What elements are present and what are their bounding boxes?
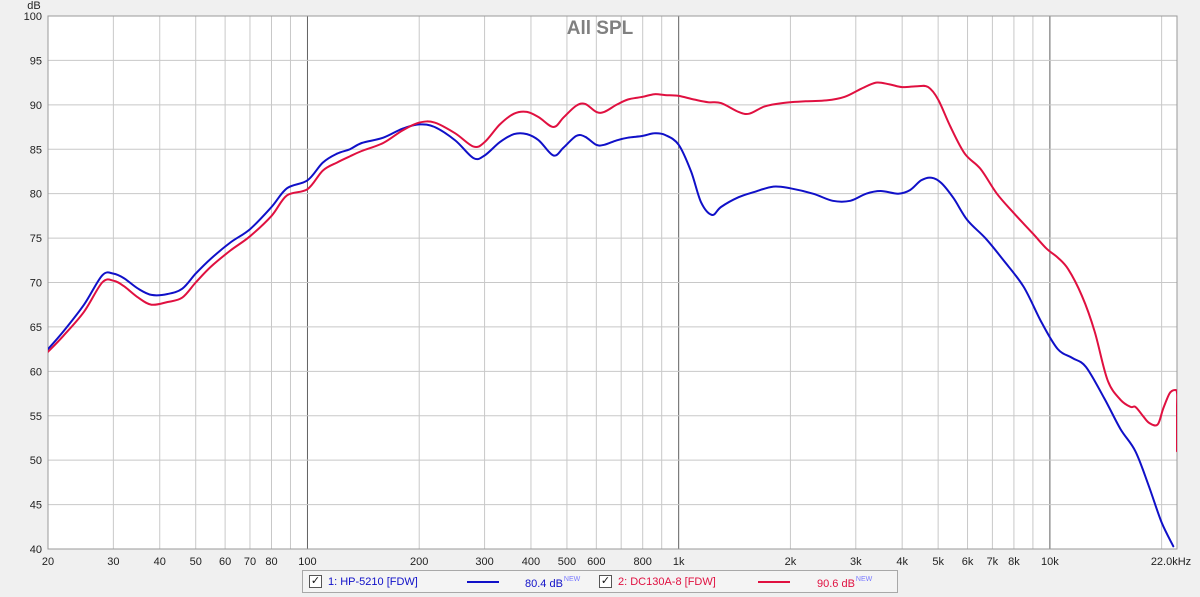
x-tick-label: 70: [244, 556, 256, 568]
x-tick-label: 2k: [785, 556, 797, 568]
spl-chart: 40 45 50 55 60 65 70 75 80 85 90 95 100 20 30 40 50 60 70…: [24, 0, 1192, 568]
y-tick-label: 45: [30, 500, 42, 512]
x-tick-label: 50: [190, 556, 202, 568]
x-axis-ticks: 20 30 40 50 60 70 80 100 200 300 400 500 600 800 1k 2k 3…: [42, 556, 1191, 568]
x-tick-label: 300: [475, 556, 493, 568]
x-tick-label: 8k: [1008, 556, 1020, 568]
x-tick-label: 400: [522, 556, 540, 568]
y-axis-ticks: 40 45 50 55 60 65 70 75 80 85 90 95 100: [24, 11, 42, 556]
legend-label-dc130a: 2: DC130A-8 [FDW]: [618, 576, 716, 588]
plot-border: [47, 15, 1178, 550]
y-tick-label: 65: [30, 322, 42, 334]
y-tick-label: 75: [30, 233, 42, 245]
y-tick-label: 80: [30, 189, 42, 201]
legend-label-hp5210: 1: HP-5210 [FDW]: [328, 576, 418, 588]
new-badge: NEW: [563, 576, 581, 583]
y-tick-label: 100: [24, 11, 42, 23]
x-tick-label: 100: [298, 556, 316, 568]
legend-checkbox-hp5210[interactable]: ✓: [309, 575, 322, 588]
y-tick-label: 95: [30, 55, 42, 67]
x-tick-label: 600: [587, 556, 605, 568]
x-tick-label: 5k: [932, 556, 944, 568]
x-tick-label: 40: [154, 556, 166, 568]
x-tick-label: 60: [219, 556, 231, 568]
x-tick-label: 22.0kHz: [1151, 556, 1191, 568]
x-tick-label: 3k: [850, 556, 862, 568]
y-tick-label: 40: [30, 544, 42, 556]
y-tick-label: 60: [30, 366, 42, 378]
x-tick-label: 500: [558, 556, 576, 568]
series-layer: [48, 81, 1177, 548]
new-badge: NEW: [855, 576, 873, 583]
x-tick-label: 800: [634, 556, 652, 568]
series-line-2: [48, 81, 1177, 453]
x-tick-label: 80: [265, 556, 277, 568]
legend-checkbox-dc130a[interactable]: ✓: [599, 575, 612, 588]
x-tick-label: 30: [107, 556, 119, 568]
y-tick-label: 90: [30, 100, 42, 112]
x-tick-label: 6k: [962, 556, 974, 568]
chart-title: All SPL: [567, 18, 634, 39]
legend-swatch-hp5210: [467, 581, 499, 583]
grid: [48, 16, 1177, 549]
legend: ✓ 1: HP-5210 [FDW] 80.4 dBNEW ✓ 2: DC130…: [302, 570, 898, 593]
y-tick-label: 85: [30, 144, 42, 156]
legend-value-hp5210: 80.4 dBNEW: [525, 576, 581, 590]
y-tick-label: 70: [30, 278, 42, 290]
legend-swatch-dc130a: [758, 581, 790, 583]
x-tick-label: 1k: [673, 556, 685, 568]
x-tick-label: 20: [42, 556, 54, 568]
y-tick-label: 50: [30, 455, 42, 467]
x-tick-label: 7k: [987, 556, 999, 568]
x-tick-label: 10k: [1041, 556, 1059, 568]
series-line-1: [48, 123, 1175, 548]
x-tick-label: 4k: [896, 556, 908, 568]
x-tick-label: 200: [410, 556, 428, 568]
y-axis-label: dB: [27, 0, 40, 12]
y-tick-label: 55: [30, 411, 42, 423]
legend-value-dc130a: 90.6 dBNEW: [817, 576, 873, 590]
